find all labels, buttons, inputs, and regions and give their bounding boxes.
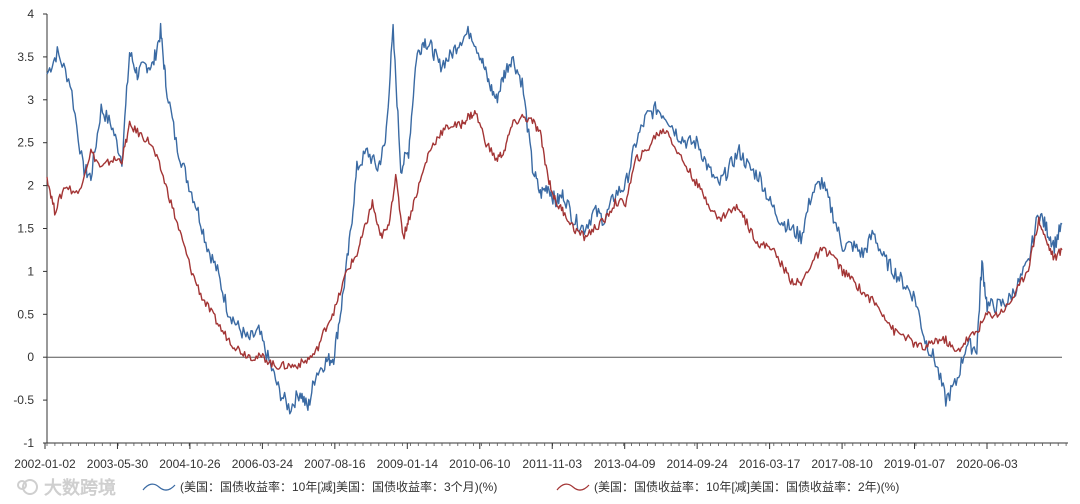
y-tick-label: 3.5: [17, 50, 34, 64]
y-tick-label: 4: [27, 7, 34, 21]
watermark-logo: [17, 479, 38, 495]
y-tick-label: 1: [27, 264, 34, 278]
x-tick-label: 2017-08-10: [811, 457, 873, 471]
y-tick-label: -0.5: [13, 393, 34, 407]
y-tick-label: -1: [23, 436, 34, 450]
y-tick-label: 2.5: [17, 136, 34, 150]
watermark-text: 大数跨境: [44, 477, 116, 499]
series-layer: [46, 22, 1063, 415]
legend: 大数跨境 (美国：国债收益率：10年[减]美国：国债收益率：3个月)(%) (美…: [17, 477, 899, 499]
x-tick-label: 2007-08-16: [304, 457, 366, 471]
legend-label-spread-10y-2y[interactable]: (美国：国债收益率：10年[减]美国：国债收益率：2年)(%): [594, 479, 899, 494]
x-tick-label: 2016-03-17: [739, 457, 801, 471]
x-tick-label: 2019-01-07: [884, 457, 946, 471]
y-tick-label: 3: [27, 93, 34, 107]
x-tick-label: 2003-05-30: [87, 457, 149, 471]
series-line-1: [46, 110, 1063, 370]
x-tick-label: 2009-01-14: [377, 457, 439, 471]
x-axis: 2002-01-02 2003-05-30 2004-10-26 2006-03-24…: [14, 442, 1068, 471]
x-tick-label: 2004-10-26: [159, 457, 221, 471]
x-tick-label: 2014-09-24: [666, 457, 728, 471]
legend-swatch-spread-10y-2y[interactable]: [556, 483, 590, 491]
y-tick-label: 1.5: [17, 222, 34, 236]
y-tick-label: 0: [27, 350, 34, 364]
x-tick-label: 2020-06-03: [956, 457, 1018, 471]
y-tick-label: 2: [27, 179, 34, 193]
x-tick-label: 2013-04-09: [594, 457, 656, 471]
series-line-0: [46, 22, 1063, 415]
x-tick-label: 2011-11-03: [522, 457, 582, 471]
y-tick-label: 0.5: [17, 307, 34, 321]
x-minor-ticks: [46, 443, 1067, 446]
legend-swatch-spread-10y-3m[interactable]: [142, 483, 176, 491]
x-tick-label: 2002-01-02: [14, 457, 76, 471]
y-axis: 4 3.5 3 2.5 2 1.5 1 0.5 0 -0.5 -1: [13, 7, 48, 450]
x-tick-label: 2010-06-10: [449, 457, 511, 471]
x-tick-label: 2006-03-24: [232, 457, 294, 471]
legend-label-spread-10y-3m[interactable]: (美国：国债收益率：10年[减]美国：国债收益率：3个月)(%): [180, 479, 497, 494]
